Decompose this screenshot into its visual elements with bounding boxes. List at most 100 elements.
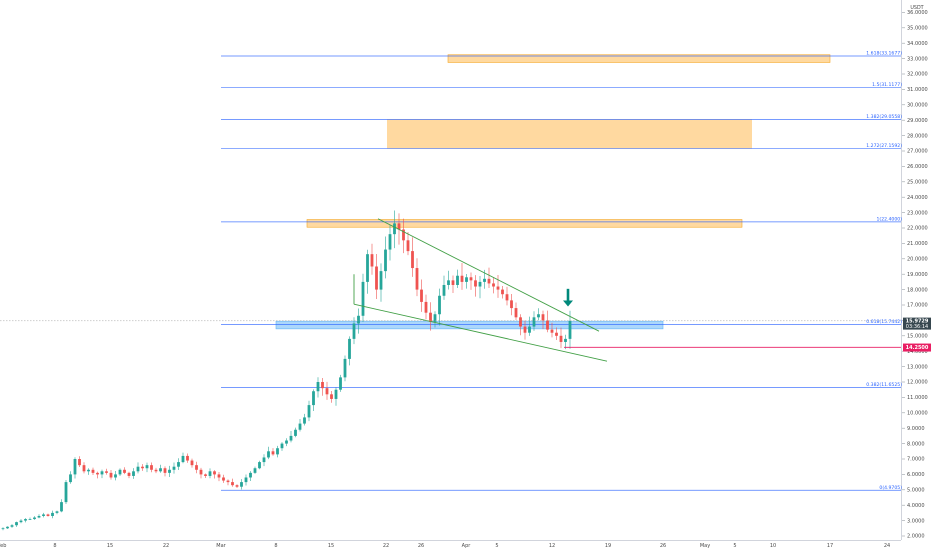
x-tick-label: 15 <box>107 543 113 549</box>
candle-body <box>73 459 77 475</box>
candle-body <box>37 515 41 518</box>
current-price-badge: 15.9729 03:36:14 <box>903 317 931 330</box>
candle-body <box>541 314 545 321</box>
candle-body <box>388 234 392 250</box>
candle-body <box>51 512 54 516</box>
y-tick-label: 9.0000 <box>907 426 925 432</box>
candle-body <box>186 455 189 461</box>
y-tick-label: 17.0000 <box>907 303 928 309</box>
candle-body <box>253 468 257 473</box>
candle-body <box>177 462 180 467</box>
y-tick-label: 7.0000 <box>907 457 925 463</box>
candle-body <box>411 251 414 269</box>
candle-body <box>298 423 302 430</box>
candle-body <box>114 474 117 478</box>
candle-body <box>438 295 441 315</box>
candle-body <box>123 469 126 473</box>
y-tick-label: 32.0000 <box>907 72 928 78</box>
candle-body <box>370 254 374 267</box>
candle-body <box>262 457 266 463</box>
x-tick-label: 10 <box>770 543 776 549</box>
candle-body <box>285 440 288 444</box>
candle-body <box>105 471 108 473</box>
candle-body <box>109 472 113 478</box>
candle-body <box>145 465 149 469</box>
quote-unit-label: USDT <box>910 5 923 11</box>
target-zone-top <box>447 54 831 63</box>
x-tick-label: 19 <box>605 543 611 549</box>
y-tick-label: 6.0000 <box>907 472 925 478</box>
x-tick-label: 8 <box>53 543 56 549</box>
candle-body <box>55 511 59 513</box>
candle-body <box>384 249 387 272</box>
candle-body <box>100 471 104 475</box>
y-tick-label: 11.0000 <box>907 395 928 401</box>
candle-body <box>514 308 518 318</box>
y-tick-label: 24.0000 <box>907 195 928 201</box>
candle-body <box>442 284 446 296</box>
target-zone-mid <box>387 119 752 149</box>
candle-body <box>289 435 293 441</box>
candle-body <box>118 469 122 475</box>
candle-body <box>64 482 68 503</box>
candle-body <box>406 240 410 252</box>
x-tick-label: 22 <box>163 543 169 549</box>
y-tick-label: 8.0000 <box>907 441 925 447</box>
candle-body <box>316 382 320 392</box>
candle-body <box>280 443 284 449</box>
y-tick-label: 28.0000 <box>907 133 928 139</box>
x-tick-label: 26 <box>660 543 666 549</box>
candle-body <box>568 320 572 339</box>
candle-body <box>465 277 468 282</box>
candle-body <box>78 459 81 466</box>
x-tick-label: Apr <box>462 543 472 549</box>
candle-body <box>159 468 162 472</box>
y-tick-label: 3.0000 <box>907 518 925 524</box>
candle-body <box>537 314 540 318</box>
candle-body <box>199 469 203 475</box>
candle-body <box>339 377 342 390</box>
x-tick-label: 5 <box>733 543 736 549</box>
candle-body <box>60 502 63 512</box>
y-tick-label: 36.0000 <box>907 10 928 16</box>
candle-body <box>523 326 527 333</box>
x-tick-label: 12 <box>549 543 555 549</box>
y-tick-label: 21.0000 <box>907 241 928 247</box>
candle-body <box>415 268 419 290</box>
candle-body <box>181 455 185 463</box>
candle-body <box>87 469 90 472</box>
support-zone <box>275 320 664 330</box>
x-tick-label: 24 <box>884 543 890 549</box>
y-tick-label: 34.0000 <box>907 41 928 47</box>
candle-body <box>91 469 95 473</box>
candle-body <box>478 281 482 287</box>
candle-body <box>532 317 536 327</box>
candle-body <box>46 514 50 516</box>
y-tick-label: 13.0000 <box>907 364 928 370</box>
y-tick-label: 12.0000 <box>907 380 928 386</box>
candle-body <box>249 472 252 478</box>
candle-body <box>528 326 531 333</box>
candle-body <box>307 405 311 418</box>
candle-body <box>357 315 360 324</box>
x-tick-label: 22 <box>383 543 389 549</box>
y-tick-label: 5.0000 <box>907 488 925 494</box>
candle-body <box>15 522 18 526</box>
candle-body <box>82 465 86 472</box>
candle-body <box>402 229 405 241</box>
resistance-zone <box>306 219 743 228</box>
candle-body <box>550 329 554 333</box>
y-tick-label: 20.0000 <box>907 257 928 263</box>
candle-body <box>226 480 230 483</box>
candle-body <box>330 394 333 399</box>
fib-level-label: 1.618(33.1677) <box>866 51 902 57</box>
candle-body <box>325 388 329 395</box>
candle-body <box>352 323 356 339</box>
candle-body <box>190 460 194 466</box>
candle-body <box>510 300 513 309</box>
candle-body <box>244 477 248 483</box>
x-tick-label: 26 <box>418 543 424 549</box>
candle-body <box>33 517 36 520</box>
x-tick-label: 17 <box>827 543 833 549</box>
